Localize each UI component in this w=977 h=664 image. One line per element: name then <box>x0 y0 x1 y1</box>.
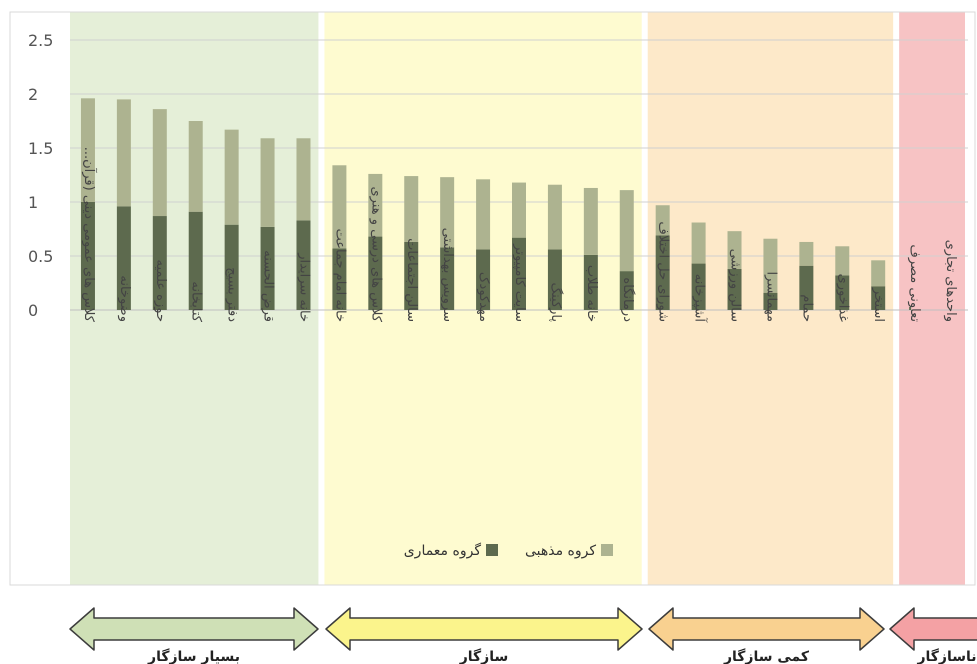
bar-segment-religious <box>116 99 131 207</box>
bar-segment-religious <box>655 205 670 236</box>
y-tick-label: 1.5 <box>28 139 53 158</box>
category-label: کلاس های عمومی دینی (قرآن... <box>81 147 98 323</box>
category-label: خانه امام جماعت <box>332 229 347 322</box>
bar-segment-architecture <box>871 286 886 310</box>
bar-segment-religious <box>476 179 491 250</box>
legend-label-architecture: گروه معماری <box>404 542 482 559</box>
bar-segment-religious <box>224 129 239 225</box>
bar-segment-religious <box>835 246 850 276</box>
category-label: خانه سرایدار <box>296 252 311 322</box>
y-axis: 0 0.5 1 1.5 2 2.5 <box>28 31 53 320</box>
category-label: حمام <box>799 294 814 322</box>
bar-segment-religious <box>547 184 562 250</box>
bar-segment-religious <box>296 138 311 221</box>
bar-segment-architecture <box>224 224 239 310</box>
category-label: آشپزخانه <box>692 274 709 324</box>
bar-segment-architecture <box>547 249 562 310</box>
chart-frame <box>9 11 976 586</box>
band-arrow-label: سازگار <box>459 648 509 664</box>
category-label: پارکینگ <box>548 282 564 322</box>
bar-segment-religious <box>871 260 886 287</box>
bar-segment-architecture <box>763 292 778 310</box>
band-3 <box>899 12 965 585</box>
band-arrow-1 <box>325 607 643 651</box>
band-arrow-3 <box>889 607 977 651</box>
bar-segment-architecture <box>260 226 275 310</box>
bar-segment-architecture <box>512 237 526 310</box>
bar-segment-architecture <box>619 271 634 310</box>
bar-segment-architecture <box>440 247 455 310</box>
category-label: استخر <box>871 287 886 322</box>
bar-segment-religious <box>763 238 778 293</box>
category-label: مهدکودک <box>476 272 491 322</box>
band-arrow-0 <box>69 607 319 651</box>
category-label: غذاخوری <box>835 274 850 323</box>
y-tick-label: 2.5 <box>28 31 53 50</box>
bar-segment-religious <box>404 176 419 242</box>
y-tick-label: 1 <box>28 193 38 212</box>
category-label: درمانگاه <box>620 277 636 322</box>
band-arrows: بسیار سازگار سازگار کمی سازگار ناسازگار <box>69 607 977 664</box>
category-label: واحدهای تجاری <box>943 240 958 322</box>
bar-segment-religious <box>152 109 167 217</box>
category-label: قرض الحسنه <box>261 250 276 322</box>
band-arrow-label: ناسازگار <box>916 648 976 664</box>
bar-segment-architecture <box>404 241 419 310</box>
bar-segment-religious <box>512 182 526 238</box>
bar-segment-religious <box>691 222 706 264</box>
band-arrow-label: کمی سازگار <box>723 648 810 664</box>
bars <box>80 98 912 310</box>
bar-segment-religious <box>260 138 275 227</box>
bar-segment-architecture <box>727 268 742 310</box>
category-label: حوزه علمیه <box>153 260 168 322</box>
band-arrow-2 <box>648 607 885 651</box>
category-label: دفتر بسیج <box>225 267 240 322</box>
bar-segment-architecture <box>691 263 706 310</box>
bar-segment-religious <box>583 187 598 255</box>
bar-segment-architecture <box>476 249 491 310</box>
category-label: سایت کامپیوتر <box>512 243 527 322</box>
category-label: وضوخانه <box>117 275 132 322</box>
bar-segment-architecture <box>152 216 167 310</box>
bar-segment-religious <box>80 98 95 202</box>
category-label: تعاونی مصرف <box>907 244 922 322</box>
category-label: سرویس بهداشتی <box>440 228 455 322</box>
legend-label-religious: کروه مذهبی <box>525 543 596 559</box>
bar-segment-architecture <box>655 235 670 310</box>
bar-segment-religious <box>619 190 634 272</box>
legend-swatch-religious <box>601 544 613 556</box>
legend: کروه مذهبی گروه معماری <box>404 542 613 559</box>
bar-segment-architecture <box>296 220 311 310</box>
bar-segment-architecture <box>80 202 95 310</box>
bar-segment-religious <box>440 177 455 248</box>
bar-segment-architecture <box>368 236 383 310</box>
band-arrow-label: بسیار سازگار <box>147 648 240 664</box>
category-label: سالن اجتماعات <box>404 238 419 322</box>
bar-segment-religious <box>332 165 347 249</box>
bar-segment-religious <box>368 173 383 237</box>
bar-segment-architecture <box>332 248 347 310</box>
x-axis-labels: کلاس های عمومی دینی (قرآن... وضوخانه حوزه … <box>81 147 958 324</box>
bar-segment-architecture <box>116 206 131 310</box>
bar-segment-architecture <box>835 275 850 310</box>
bar-segment-architecture <box>799 265 814 310</box>
category-label: شورای حل اختلاف <box>656 221 671 322</box>
bar-segment-religious <box>799 241 814 266</box>
category-label: کتابخانه <box>189 281 204 322</box>
bar-segment-architecture <box>188 211 203 310</box>
bar-segment-architecture <box>583 254 598 310</box>
bar-segment-religious <box>727 231 742 269</box>
y-tick-label: 0 <box>28 301 38 320</box>
category-label: خانه طلاب <box>584 265 599 322</box>
y-tick-label: 2 <box>28 85 38 104</box>
bar-segment-religious <box>188 121 203 212</box>
category-label: سالن ورزشی <box>728 249 743 322</box>
legend-swatch-architecture <box>486 544 498 556</box>
category-label: کلاس های درسی و هنری <box>368 186 383 322</box>
y-tick-label: 0.5 <box>28 247 53 266</box>
category-label: مهمانسرا <box>763 272 778 322</box>
